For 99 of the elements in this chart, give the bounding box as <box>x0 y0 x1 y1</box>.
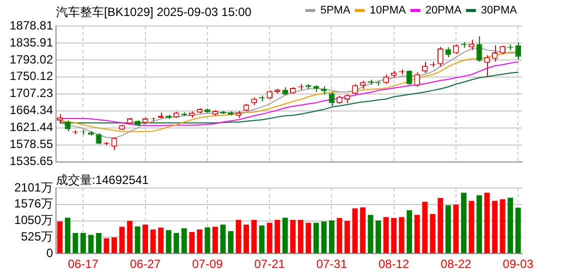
bar <box>468 200 474 254</box>
candlestick <box>492 44 498 62</box>
legend-label: 30PMA <box>480 4 518 17</box>
bar <box>96 232 102 254</box>
bar <box>313 222 319 254</box>
bar <box>259 226 265 254</box>
bar <box>368 214 374 254</box>
candlestick <box>328 92 335 106</box>
bar <box>321 221 327 254</box>
bar <box>181 228 187 254</box>
bar <box>446 205 451 254</box>
bar <box>150 230 156 254</box>
y-tick-label: 1050万 <box>14 213 53 228</box>
bar <box>119 226 125 254</box>
candlestick <box>515 42 522 60</box>
y-tick-label: 1664.34 <box>10 103 54 118</box>
y-tick-label: 0 <box>46 246 54 260</box>
candlestick <box>406 70 412 86</box>
legend-label: 5PMA <box>320 4 351 17</box>
bar <box>244 224 249 254</box>
bar <box>298 220 304 254</box>
x-tick-label: 08-22 <box>440 257 472 272</box>
bar <box>336 218 342 254</box>
x-tick-label: 07-21 <box>254 257 286 272</box>
bar <box>282 218 288 254</box>
bar <box>453 204 459 254</box>
y-tick-label: 1707.23 <box>10 86 54 100</box>
x-tick-label: 06-27 <box>130 257 161 272</box>
bar <box>251 220 257 254</box>
y-tick-label: 1578.55 <box>10 137 54 152</box>
bar <box>64 218 70 254</box>
bar <box>166 230 172 254</box>
bar <box>461 192 466 254</box>
bar <box>212 226 218 254</box>
x-tick-label: 07-09 <box>192 257 224 272</box>
bar <box>430 214 436 254</box>
legend-label: 10PMA <box>370 4 407 17</box>
chart-title: 成交量:14692541 <box>56 172 149 189</box>
y-tick-label: 1576万 <box>14 196 53 211</box>
bar <box>352 208 358 254</box>
y-tick-label: 1793.02 <box>10 52 54 66</box>
y-tick-label: 1878.81 <box>10 18 54 32</box>
bar <box>360 207 366 254</box>
candlestick <box>422 61 428 74</box>
bar <box>406 210 412 254</box>
candlestick <box>476 36 482 62</box>
candlestick <box>468 39 474 51</box>
bar <box>500 199 506 254</box>
bar <box>414 214 420 254</box>
bar <box>438 198 444 254</box>
bar <box>220 224 226 254</box>
bar <box>508 198 514 254</box>
y-tick-label: 525万 <box>20 230 53 244</box>
bar <box>104 238 110 254</box>
bar <box>306 222 312 254</box>
bar <box>476 195 482 254</box>
bar <box>142 224 148 254</box>
bar <box>344 220 350 254</box>
legend-label: 20PMA <box>425 4 462 17</box>
bar <box>88 234 94 254</box>
bar <box>80 232 86 254</box>
bar <box>290 220 296 254</box>
x-tick-label: 08-12 <box>378 257 410 272</box>
bar <box>174 232 180 254</box>
bar <box>57 221 63 254</box>
bar <box>274 220 280 254</box>
bar <box>266 222 272 254</box>
bar <box>134 226 140 254</box>
y-tick-label: 1835.91 <box>10 35 54 50</box>
y-tick-label: 1750.12 <box>10 69 54 84</box>
chart-title: 汽车整车[BK1029] 2025-09-03 15:00 <box>56 4 252 21</box>
candlestick <box>414 72 420 88</box>
bar <box>127 220 132 254</box>
bar <box>398 217 404 254</box>
bar <box>329 220 334 254</box>
y-tick-label: 1535.65 <box>10 154 54 168</box>
bar <box>391 218 397 254</box>
bar <box>484 192 490 254</box>
bar <box>72 232 78 254</box>
bar <box>236 220 242 254</box>
candlestick <box>484 54 490 77</box>
bar <box>112 237 117 254</box>
candlestick <box>438 46 444 68</box>
x-tick-label: 06-17 <box>68 257 99 272</box>
bar <box>158 228 164 254</box>
bar <box>383 217 389 254</box>
bar <box>376 220 382 254</box>
bar <box>422 202 428 254</box>
y-tick-label: 2101万 <box>14 180 53 194</box>
bar <box>492 200 498 254</box>
bar <box>204 227 210 254</box>
x-tick-label: 09-03 <box>502 257 534 272</box>
x-tick-label: 07-31 <box>316 257 348 272</box>
bar <box>228 231 234 254</box>
candlestick <box>445 46 452 58</box>
bar <box>189 232 195 254</box>
bar <box>196 230 202 254</box>
y-tick-label: 1621.44 <box>10 120 54 134</box>
bar <box>515 208 521 254</box>
